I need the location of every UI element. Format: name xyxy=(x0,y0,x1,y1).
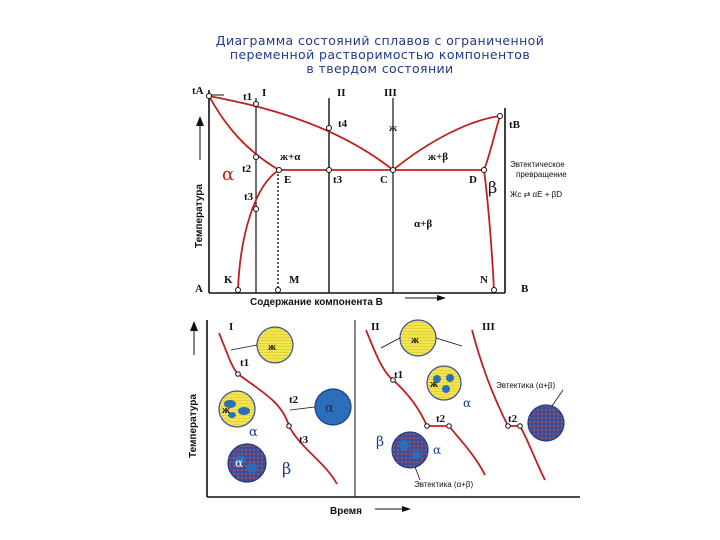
micro-beta-I-label: β xyxy=(282,459,291,478)
micro-alpha-II-b-label: α xyxy=(433,443,441,457)
title-line-3: в твердом состоянии xyxy=(306,61,454,76)
eutectic-label-2: Эвтектика (α+β) xyxy=(414,480,473,489)
cooling-curve-III xyxy=(471,329,546,481)
eutectic-title-2: превращение xyxy=(516,170,567,179)
micro-liquid-II-label: ж xyxy=(411,334,419,346)
phase-y-axis-label: Температура xyxy=(194,184,205,248)
title-line-2: переменной растворимостью компонентов xyxy=(229,47,531,62)
eutectic-equation: Жс ⇄ αЕ + βD xyxy=(510,190,562,199)
label-t3: t3 xyxy=(333,174,343,186)
solvus-alpha xyxy=(237,169,280,291)
cool-x-arrowhead xyxy=(402,506,411,512)
solidus-alpha xyxy=(208,95,280,171)
diagram-title: Диаграмма состояний сплавов с ограниченн… xyxy=(180,34,580,76)
liquidus-right xyxy=(392,115,501,171)
micro-liquid-alpha-I: ж xyxy=(218,390,256,428)
micro-alpha-beta-I-label: α xyxy=(235,456,243,470)
cool-x-axis-label: Время xyxy=(330,506,362,517)
cool-y-arrowhead xyxy=(190,321,198,331)
title-line-1: Диаграмма состояний сплавов с ограниченн… xyxy=(215,33,545,48)
label-tA: tA xyxy=(192,85,204,97)
cool-label-t2c: t2 xyxy=(508,413,518,425)
micro-liquid-II: ж xyxy=(399,319,437,357)
solvus-beta xyxy=(483,169,495,291)
label-M: M xyxy=(289,274,300,286)
cooling-curve-I xyxy=(218,332,338,485)
micro-alpha-I-solid-label: α xyxy=(325,401,334,416)
micro-alpha-beta-II xyxy=(391,431,429,469)
leader-2 xyxy=(289,406,316,411)
phase-points xyxy=(206,93,503,293)
label-alpha-beta: α+β xyxy=(414,218,432,230)
cool-label-I: I xyxy=(229,321,233,333)
label-t1: t1 xyxy=(243,91,252,103)
cool-label-t1b: t1 xyxy=(394,369,403,381)
micro-liquid-alpha-II-label: ж xyxy=(430,378,438,390)
eutectic-title-1: Эвтектическое xyxy=(510,160,565,169)
micro-liquid-alpha-II: ж xyxy=(426,365,462,401)
label-I: I xyxy=(262,87,266,99)
micro-alpha-I-label: α xyxy=(249,425,258,440)
phase-y-arrowhead xyxy=(196,116,204,126)
phase-x-axis-label: Содержание компонента B xyxy=(250,297,383,308)
micro-beta-II-label: β xyxy=(376,434,384,450)
label-t4: t4 xyxy=(338,118,348,130)
cooling-curve-II xyxy=(365,329,486,476)
label-E: E xyxy=(284,174,291,186)
label-D: D xyxy=(469,174,477,186)
label-K: K xyxy=(224,274,233,286)
leader-1 xyxy=(230,344,258,351)
label-alpha-region: α xyxy=(222,164,234,185)
micro-liquid-I: ж xyxy=(256,326,294,364)
label-A: A xyxy=(195,283,203,295)
cool-label-t3: t3 xyxy=(299,434,309,446)
cooling-points xyxy=(235,371,523,429)
label-t3b: t3 xyxy=(244,191,254,203)
cool-label-III: III xyxy=(482,321,495,333)
cool-y-axis-label: Температура xyxy=(188,394,199,458)
solidus-beta xyxy=(483,115,501,171)
cool-label-t2b: t2 xyxy=(436,413,446,425)
micro-alpha-I: α xyxy=(314,388,352,426)
leader-5 xyxy=(414,466,421,481)
micro-liquid-I-label: ж xyxy=(268,341,276,353)
phase-diagram: Температура xyxy=(192,85,567,308)
cooling-diagram: Температура Время I II III t1 t2 t3 t1 t… xyxy=(188,319,580,517)
label-t2: t2 xyxy=(242,163,252,175)
micro-eutectic-III xyxy=(527,404,565,442)
micro-alpha-beta-I: α xyxy=(227,443,267,483)
label-liquid: ж xyxy=(389,122,397,134)
label-II: II xyxy=(337,87,346,99)
phase-x-arrowhead xyxy=(437,295,446,301)
cool-label-t1: t1 xyxy=(240,357,249,369)
leader-4 xyxy=(435,337,463,347)
micro-alpha-II-label: α xyxy=(463,396,471,410)
label-l-alpha: ж+α xyxy=(280,151,301,163)
eutectic-label-1: Эвтектика (α+β) xyxy=(496,381,555,390)
label-tB: tB xyxy=(509,119,521,131)
label-N: N xyxy=(480,274,488,286)
leader-3 xyxy=(380,337,401,349)
micro-liquid-alpha-I-label: ж xyxy=(222,404,230,416)
cool-label-II: II xyxy=(371,321,380,333)
cool-label-t2: t2 xyxy=(289,394,299,406)
label-III: III xyxy=(384,87,397,99)
label-beta-region: β xyxy=(488,178,497,197)
leader-6 xyxy=(551,389,564,407)
label-C: C xyxy=(380,174,388,186)
label-B: B xyxy=(521,283,529,295)
label-l-beta: ж+β xyxy=(428,151,448,163)
liquidus-left xyxy=(208,95,394,171)
